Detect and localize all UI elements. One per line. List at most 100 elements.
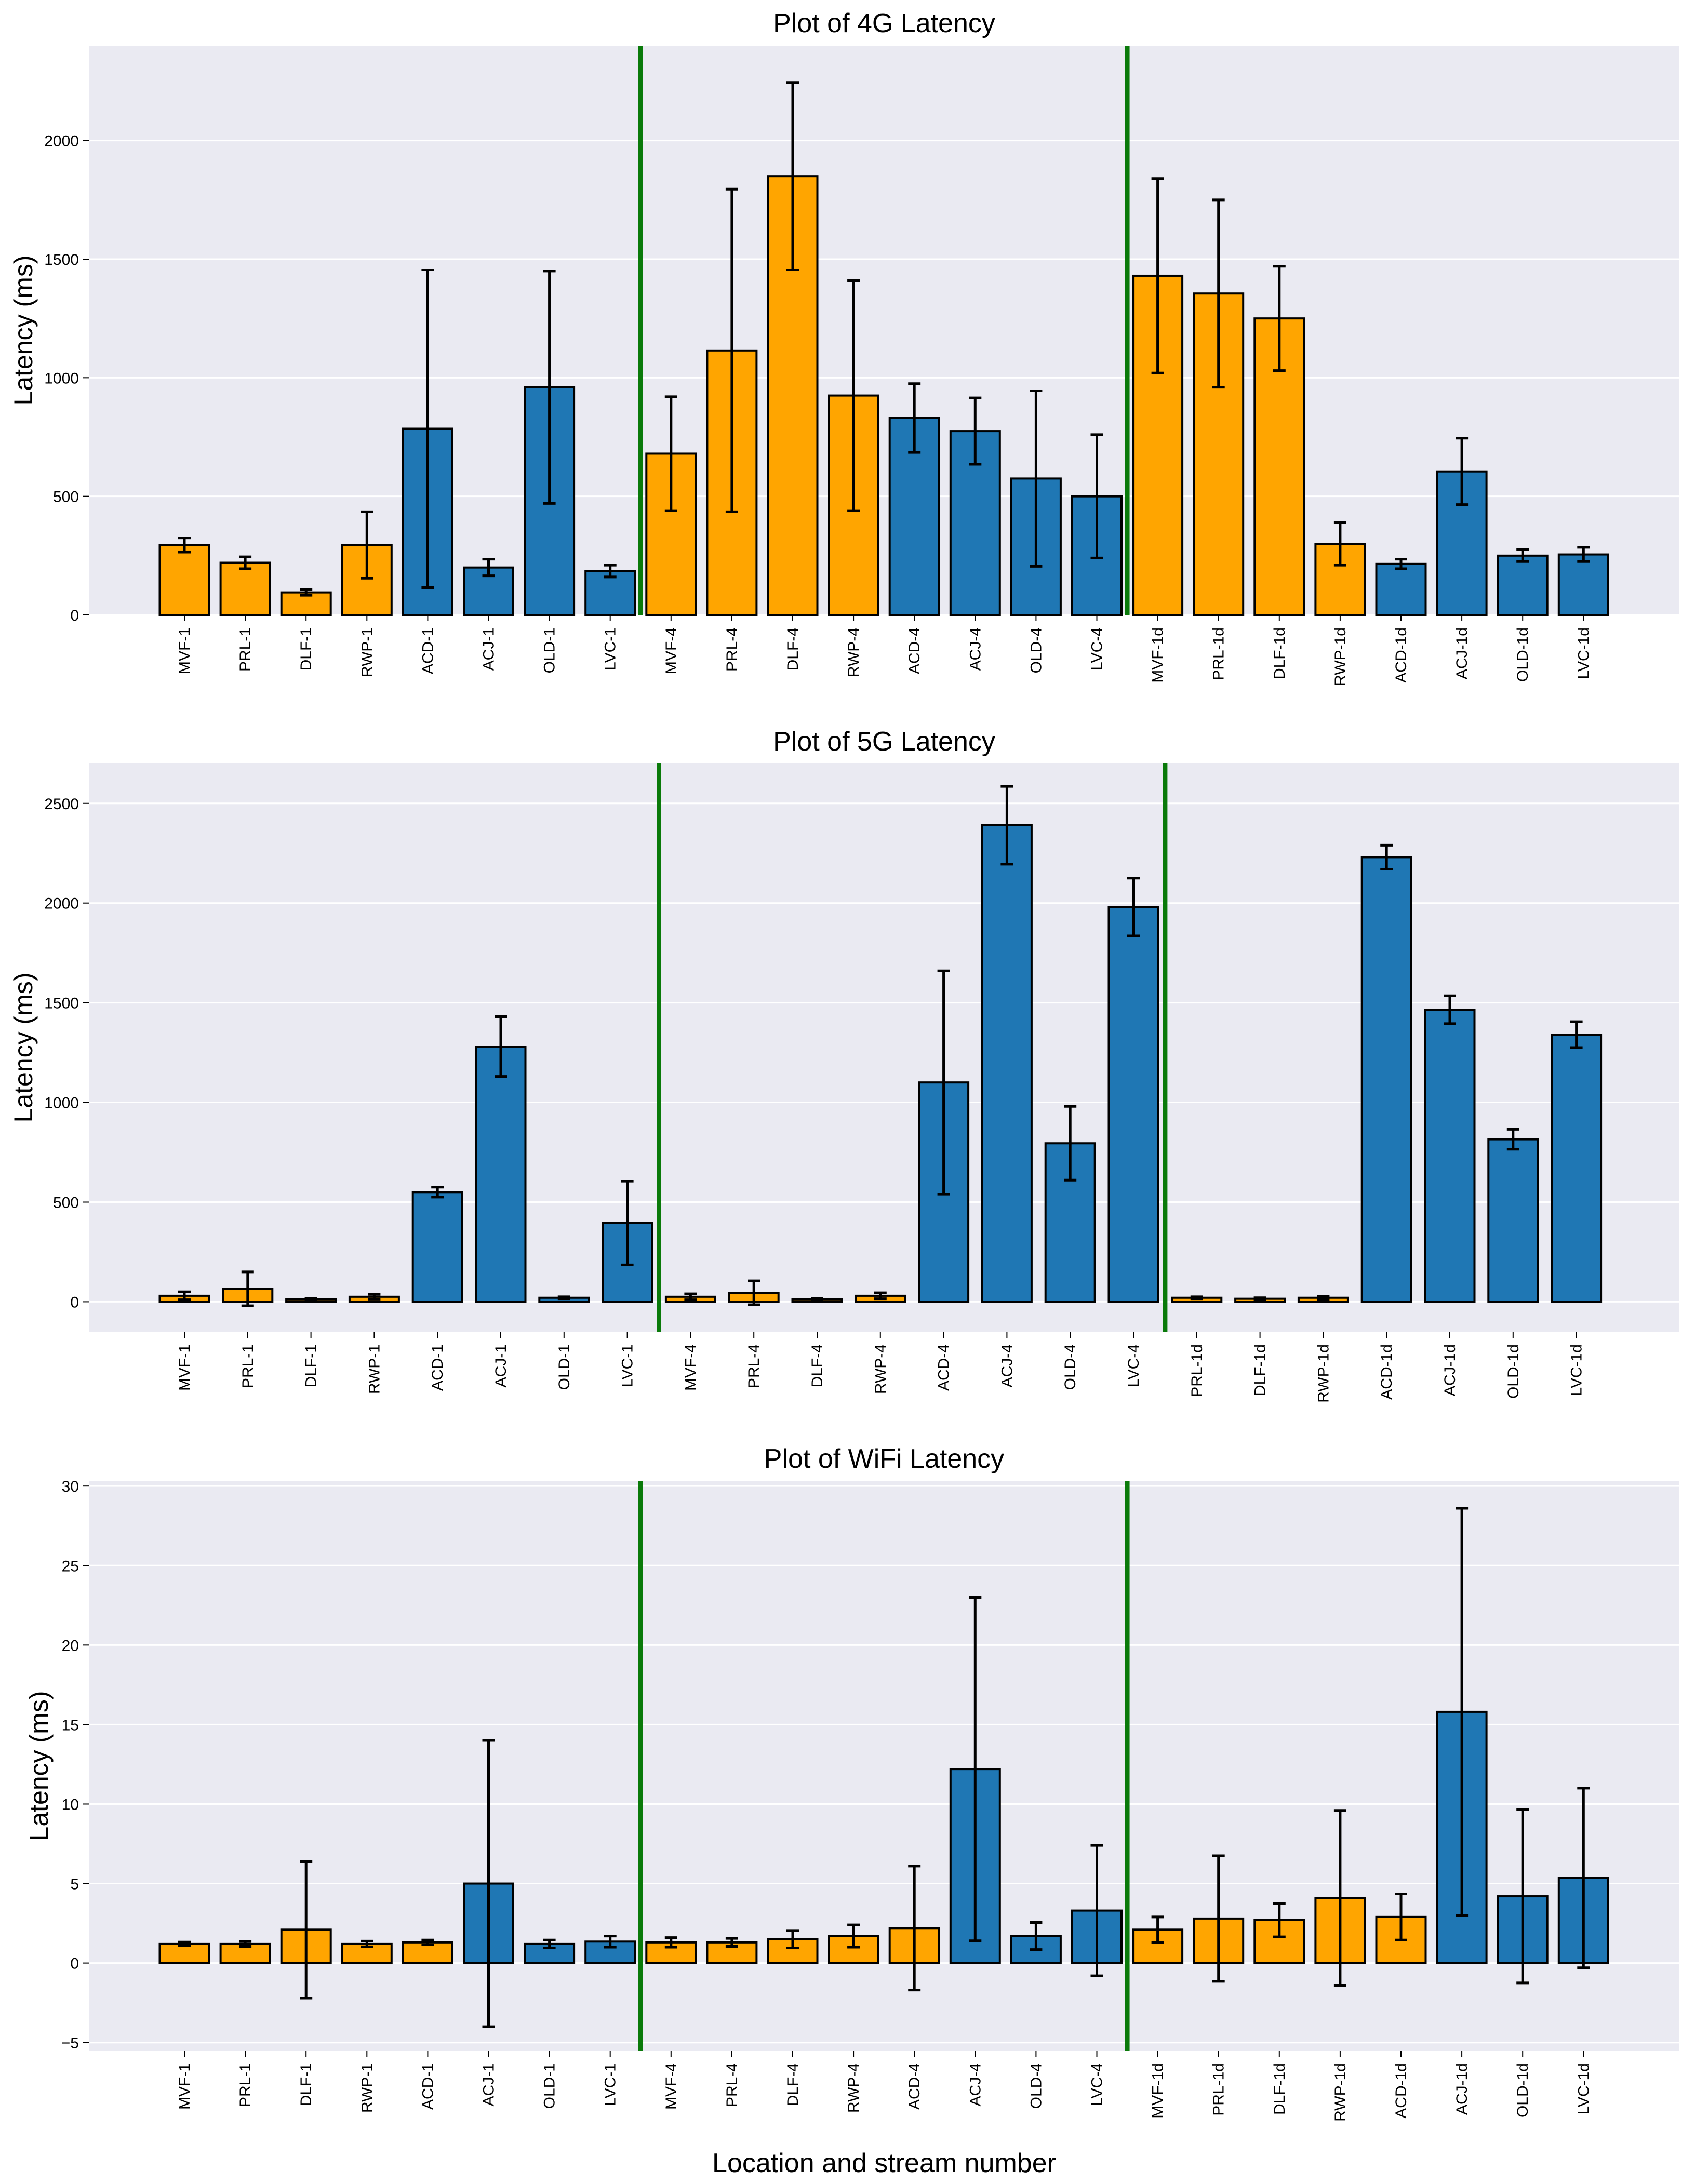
x-tick-label: LVC-1d <box>1575 2063 1592 2115</box>
x-tick-label: LVC-4 <box>1089 627 1106 671</box>
y-tick-label: 1000 <box>44 1095 79 1112</box>
y-tick-label: 500 <box>53 489 79 506</box>
chart-5g-latency: 0 500 1000 1500 2000 2500 MVF-1 PRL-1 DLF-1 RWP-… <box>9 727 1679 1403</box>
x-tick-label: ACJ-1 <box>481 627 498 671</box>
y-tick-label: 20 <box>62 1637 79 1654</box>
bar-ACD-1d <box>1375 562 1427 616</box>
x-tick-label: ACJ-1d <box>1453 2063 1471 2115</box>
y-tick-label: 2500 <box>44 796 79 813</box>
plot-area-5g <box>89 763 1679 1332</box>
x-tick-label: RWP-1 <box>358 627 376 677</box>
x-tick-label: DLF-4 <box>809 1344 826 1387</box>
x-tick-label: LVC-4 <box>1089 2063 1106 2106</box>
x-tick-label: MVF-1 <box>176 1344 193 1391</box>
x-tick-label: LVC-1 <box>619 1344 636 1387</box>
x-tick-label: MVF-1d <box>1150 2063 1167 2119</box>
x-tick-label: RWP-4 <box>845 627 862 677</box>
x-tick-label: DLF-1d <box>1271 627 1288 679</box>
x-tick-label: PRL-4 <box>745 1344 763 1388</box>
x-tick-label: MVF-1 <box>176 2063 193 2110</box>
x-tick-label: LVC-1d <box>1568 1344 1585 1396</box>
x-tick-label: MVF-4 <box>682 1344 699 1391</box>
x-tick-label: ACD-1d <box>1393 2063 1410 2119</box>
x-tick-label: RWP-1d <box>1332 627 1349 686</box>
bar-ACJ-1d <box>1424 1009 1476 1303</box>
x-tick-label: LVC-1 <box>602 627 619 671</box>
bar-ACJ-1 <box>475 1046 527 1303</box>
x-tick-label: RWP-1d <box>1332 2063 1349 2122</box>
x-tick-label: RWP-4 <box>872 1344 889 1394</box>
x-axis-label: Location and stream number <box>712 2148 1056 2178</box>
chart-4g-latency: 0 500 1000 1500 2000 MVF-1 PRL-1 DLF-1 RWP-1 ACD… <box>9 8 1679 686</box>
x-tick-label: PRL-1 <box>239 1344 257 1388</box>
x-tick-label: RWP-4 <box>845 2063 862 2113</box>
x-tick-label: PRL-1d <box>1189 1344 1206 1397</box>
x-tick-label: RWP-1 <box>358 2063 376 2113</box>
bar-PRL-1 <box>219 561 271 616</box>
x-tick-label: ACJ-1d <box>1442 1344 1459 1396</box>
x-tick-label: MVF-1d <box>1150 627 1167 683</box>
x-tick-label: PRL-1d <box>1210 627 1227 680</box>
x-tick-label: LVC-1 <box>602 2063 619 2106</box>
x-tick-label: MVF-4 <box>663 627 680 674</box>
x-tick-label: DLF-1d <box>1271 2063 1288 2115</box>
x-tick-label: ACJ-4 <box>967 2063 984 2106</box>
y-tick-label: 0 <box>70 1955 79 1973</box>
y-tick-label: 10 <box>62 1796 79 1813</box>
y-tick-label: 1000 <box>44 370 79 387</box>
chart-wifi-latency: −5 0 5 10 15 20 25 30 MVF-1 PRL-1 DLF-1 RWP-1 ACD-1… <box>24 1444 1679 2122</box>
x-tick-label: ACJ-1d <box>1453 627 1471 679</box>
y-tick-label: 1500 <box>44 251 79 269</box>
y-tick-label: 0 <box>70 1294 79 1311</box>
y-tick-label: 500 <box>53 1194 79 1211</box>
x-tick-label: RWP-1d <box>1315 1344 1332 1403</box>
bar-OLD-1d <box>1497 554 1549 617</box>
y-tick-label: 2000 <box>44 895 79 913</box>
x-tick-label: OLD-1 <box>541 627 558 673</box>
x-tick-label: DLF-1d <box>1252 1344 1269 1396</box>
y-axis-label-4g: Latency (ms) <box>9 256 38 406</box>
y-tick-label: 25 <box>62 1558 79 1575</box>
chart-title-4g: Plot of 4G Latency <box>773 8 995 38</box>
x-tick-label: OLD-4 <box>1027 627 1045 673</box>
x-tick-label: ACD-1d <box>1378 1344 1395 1400</box>
x-tick-label: LVC-1d <box>1575 627 1592 679</box>
bar-OLD-1d <box>1487 1138 1539 1303</box>
x-tick-label: LVC-4 <box>1125 1344 1142 1387</box>
y-axis-label-wifi: Latency (ms) <box>24 1691 54 1841</box>
x-tick-label: ACJ-1 <box>481 2063 498 2106</box>
y-tick-label: 0 <box>70 607 79 624</box>
x-tick-label: OLD-1d <box>1514 2063 1531 2118</box>
x-tick-label: RWP-1 <box>366 1344 383 1394</box>
y-tick-label: −5 <box>61 2035 79 2052</box>
x-tick-label: PRL-4 <box>724 2063 741 2107</box>
x-tick-label: OLD-4 <box>1062 1344 1079 1390</box>
x-tick-label: OLD-4 <box>1027 2063 1045 2109</box>
x-tick-label: DLF-4 <box>784 2063 802 2106</box>
x-tick-label: ACD-1 <box>429 1344 446 1391</box>
x-tick-label: MVF-1 <box>176 627 193 674</box>
x-tick-label: OLD-1d <box>1514 627 1531 682</box>
bar-LVC-1d <box>1551 1034 1603 1303</box>
x-tick-label: DLF-1 <box>303 1344 320 1387</box>
x-tick-label: OLD-1 <box>541 2063 558 2109</box>
x-tick-label: ACJ-4 <box>967 627 984 671</box>
x-tick-label: ACJ-4 <box>998 1344 1016 1387</box>
x-tick-label: PRL-1 <box>237 2063 254 2107</box>
y-tick-label: 15 <box>62 1717 79 1734</box>
x-tick-label: OLD-1 <box>556 1344 573 1390</box>
y-tick-label: 5 <box>70 1876 79 1893</box>
chart-title-5g: Plot of 5G Latency <box>773 727 995 757</box>
x-tick-label: PRL-1 <box>237 627 254 672</box>
x-tick-label: DLF-1 <box>298 627 315 671</box>
x-tick-label: OLD-1d <box>1505 1344 1522 1399</box>
x-tick-label: DLF-1 <box>298 2063 315 2106</box>
x-tick-label: DLF-4 <box>784 627 802 671</box>
x-tick-label: PRL-1d <box>1210 2063 1227 2116</box>
x-tick-label: ACD-4 <box>936 1344 953 1391</box>
x-tick-label: ACD-4 <box>906 627 923 674</box>
x-tick-label: ACJ-1 <box>492 1344 510 1387</box>
bar-ACJ-4 <box>981 824 1033 1303</box>
bar-LVC-1d <box>1557 553 1609 617</box>
